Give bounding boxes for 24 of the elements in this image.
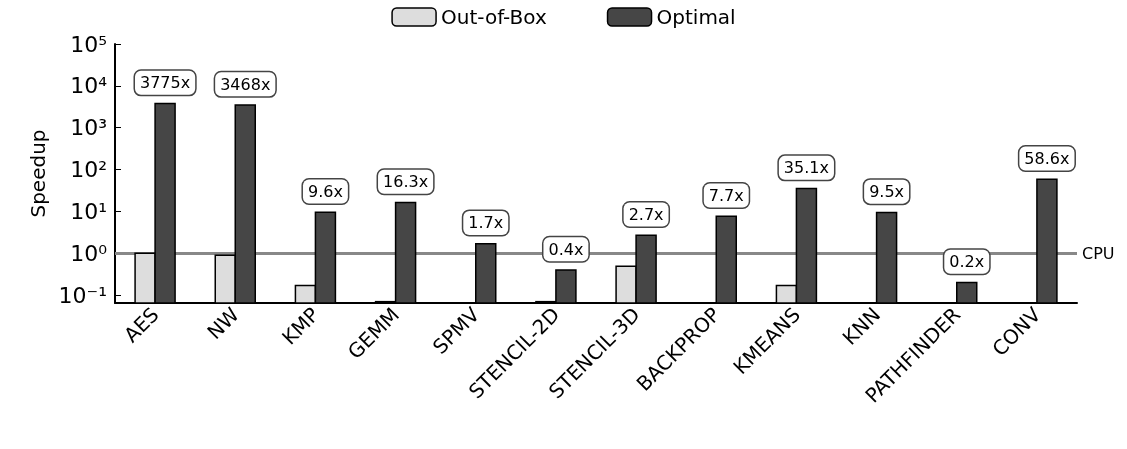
data-label: 9.6x bbox=[307, 181, 343, 201]
data-label: 1.7x bbox=[468, 213, 504, 233]
y-tick-label: 10³ bbox=[70, 115, 107, 141]
data-label: 16.3x bbox=[383, 172, 429, 192]
data-label: 9.5x bbox=[869, 182, 905, 202]
data-label: 0.2x bbox=[949, 252, 985, 272]
legend-label: Out-of-Box bbox=[441, 5, 547, 29]
y-axis-title: Speedup bbox=[25, 129, 50, 218]
data-label: 58.6x bbox=[1024, 149, 1070, 169]
data-label: 7.7x bbox=[708, 185, 744, 205]
y-tick-label: 10¹ bbox=[70, 198, 107, 224]
data-label: 35.1x bbox=[783, 158, 829, 178]
data-label: 3468x bbox=[220, 74, 271, 94]
data-label: 2.7x bbox=[628, 205, 664, 224]
ref-line-label: CPU bbox=[1082, 243, 1115, 263]
y-tick-label: 10⁵ bbox=[70, 31, 107, 57]
y-tick-label: 10⁴ bbox=[70, 73, 108, 99]
y-tick-label: 10⁻¹ bbox=[58, 282, 107, 308]
data-label: 0.4x bbox=[548, 239, 584, 259]
legend-label: Optimal bbox=[656, 5, 736, 29]
x-tick-label: NW bbox=[202, 302, 244, 345]
y-tick-label: 10² bbox=[70, 157, 107, 183]
data-label: 3775x bbox=[139, 73, 191, 93]
y-tick-label: 10⁰ bbox=[70, 240, 108, 266]
